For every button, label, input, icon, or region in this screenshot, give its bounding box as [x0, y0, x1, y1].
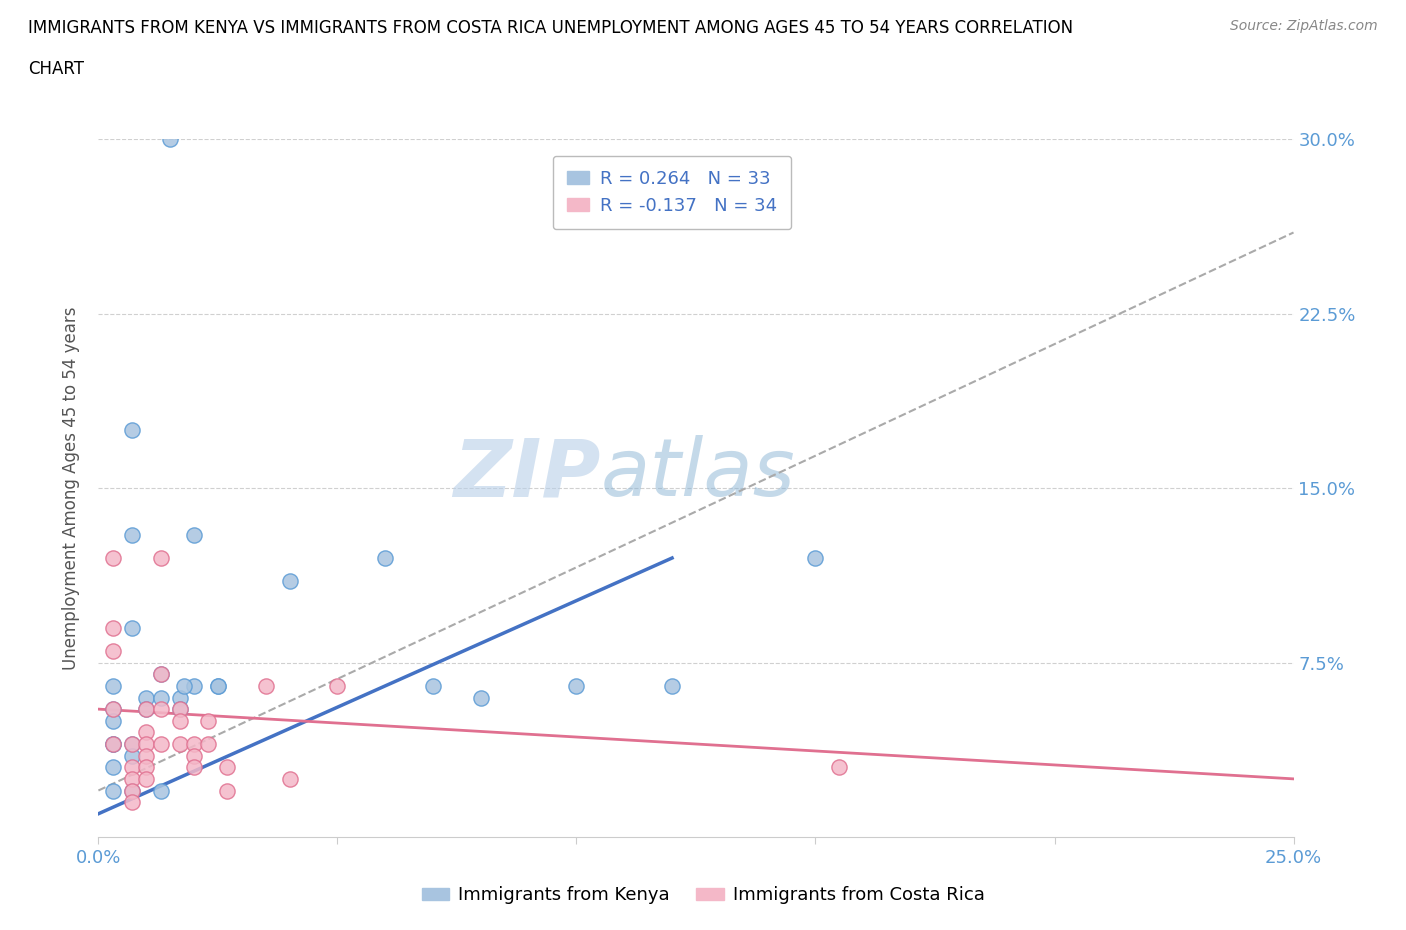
Point [217, 783, 239, 798]
Point [169, 713, 191, 728]
Point [101, 620, 124, 635]
Text: Source: ZipAtlas.com: Source: ZipAtlas.com [1230, 19, 1378, 33]
Point [121, 760, 143, 775]
Text: CHART: CHART [28, 60, 84, 78]
Point [183, 737, 205, 751]
Point [470, 690, 492, 705]
Point [183, 527, 205, 542]
Point [149, 667, 172, 682]
Point [169, 737, 191, 751]
Point [828, 760, 851, 775]
Point [374, 551, 396, 565]
Point [121, 422, 143, 438]
Point [121, 772, 143, 787]
Point [565, 679, 588, 694]
Point [101, 760, 124, 775]
Point [661, 679, 683, 694]
Text: atlas: atlas [600, 435, 796, 513]
Point [135, 701, 157, 716]
Point [121, 783, 143, 798]
Point [183, 760, 205, 775]
Point [149, 551, 172, 565]
Legend: R = 0.264   N = 33, R = -0.137   N = 34: R = 0.264 N = 33, R = -0.137 N = 34 [553, 155, 792, 230]
Point [121, 794, 143, 809]
Point [121, 748, 143, 763]
Point [101, 701, 124, 716]
Point [197, 713, 219, 728]
Point [254, 679, 277, 694]
Point [149, 690, 172, 705]
Point [804, 551, 827, 565]
Point [197, 737, 219, 751]
Point [135, 772, 157, 787]
Point [169, 690, 191, 705]
Point [149, 667, 172, 682]
Text: ZIP: ZIP [453, 435, 600, 513]
Point [207, 679, 229, 694]
Point [135, 748, 157, 763]
Point [135, 690, 157, 705]
Point [278, 772, 301, 787]
Point [101, 701, 124, 716]
Point [135, 725, 157, 740]
Point [135, 701, 157, 716]
Point [183, 748, 205, 763]
Point [135, 760, 157, 775]
Y-axis label: Unemployment Among Ages 45 to 54 years: Unemployment Among Ages 45 to 54 years [62, 307, 80, 670]
Point [101, 737, 124, 751]
Text: IMMIGRANTS FROM KENYA VS IMMIGRANTS FROM COSTA RICA UNEMPLOYMENT AMONG AGES 45 T: IMMIGRANTS FROM KENYA VS IMMIGRANTS FROM… [28, 19, 1073, 36]
Point [278, 574, 301, 589]
Point [135, 737, 157, 751]
Point [101, 679, 124, 694]
Point [101, 737, 124, 751]
Legend: Immigrants from Kenya, Immigrants from Costa Rica: Immigrants from Kenya, Immigrants from C… [415, 879, 991, 911]
Point [183, 679, 205, 694]
Point [173, 679, 195, 694]
Point [121, 527, 143, 542]
Point [101, 551, 124, 565]
Point [169, 701, 191, 716]
Point [149, 737, 172, 751]
Point [101, 783, 124, 798]
Point [326, 679, 349, 694]
Point [121, 737, 143, 751]
Point [101, 737, 124, 751]
Point [422, 679, 444, 694]
Point [101, 644, 124, 658]
Point [121, 620, 143, 635]
Point [121, 783, 143, 798]
Point [121, 737, 143, 751]
Point [149, 783, 172, 798]
Point [207, 679, 229, 694]
Point [149, 701, 172, 716]
Point [217, 760, 239, 775]
Point [101, 713, 124, 728]
Point [159, 132, 181, 147]
Point [169, 701, 191, 716]
